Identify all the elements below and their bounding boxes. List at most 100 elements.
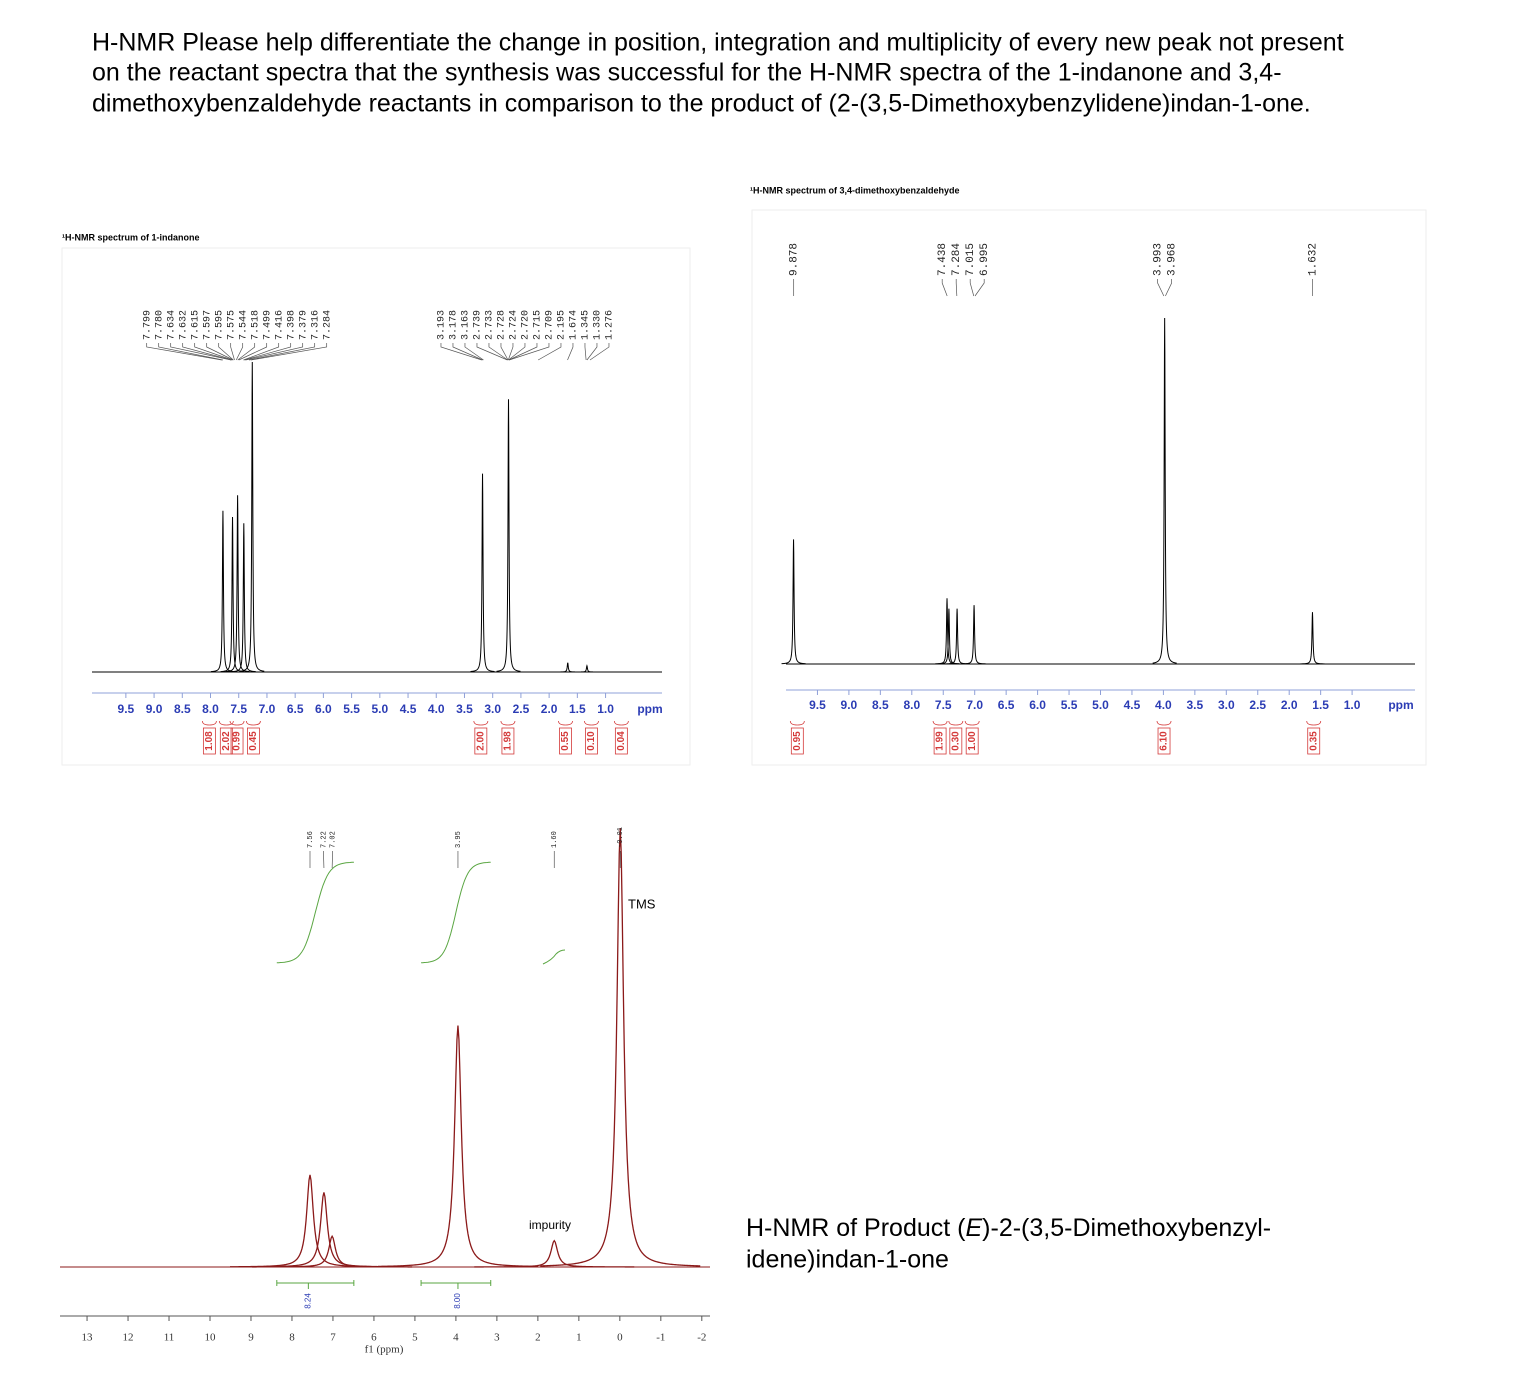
integral-label: 0.10 bbox=[586, 731, 597, 751]
integral-label: 1.99 bbox=[935, 731, 946, 751]
integral-bracket bbox=[1156, 720, 1172, 726]
peak-label: 6.995 bbox=[979, 243, 991, 276]
x-tick-label: 5.0 bbox=[371, 702, 388, 716]
peak-label: 3.163 bbox=[461, 310, 472, 340]
x-tick-label: 2.0 bbox=[1281, 698, 1298, 712]
x-tick-label: 4.0 bbox=[428, 702, 445, 716]
peak-label-connector bbox=[586, 343, 598, 361]
peak-label-connector bbox=[146, 343, 222, 361]
x-tick-label: 8.5 bbox=[872, 698, 889, 712]
annotation: TMS bbox=[628, 896, 656, 911]
integral-curve bbox=[542, 949, 566, 965]
x-tick-label: 1.5 bbox=[569, 702, 586, 716]
peak bbox=[555, 662, 580, 673]
integral-box bbox=[614, 727, 628, 755]
peak-label-connector bbox=[243, 343, 280, 361]
peak-label: 7.438 bbox=[937, 243, 949, 276]
x-tick-label: 7.5 bbox=[935, 698, 952, 712]
peak-label-connector bbox=[1165, 279, 1172, 297]
integral-bracket bbox=[613, 720, 629, 726]
peak bbox=[1300, 612, 1325, 665]
x-tick-label: 5.0 bbox=[1092, 698, 1109, 712]
peak-label-connector bbox=[507, 343, 514, 361]
x-tick-label: 3.5 bbox=[1187, 698, 1204, 712]
peak-label-connector bbox=[476, 343, 508, 361]
annotation: impurity bbox=[529, 1218, 571, 1232]
peak-label: 2.724 bbox=[509, 310, 520, 340]
peak-label-connector bbox=[584, 343, 587, 361]
peak-label: 1.632 bbox=[1307, 243, 1319, 276]
x-tick-label: -2 bbox=[697, 1332, 706, 1344]
peak-label-connector bbox=[464, 343, 484, 361]
peak-label: 7.22 bbox=[320, 831, 328, 848]
peak-label: 1.674 bbox=[569, 310, 580, 340]
integral-box bbox=[219, 727, 233, 755]
x-tick-label: -1 bbox=[656, 1332, 665, 1344]
peak-label-connector bbox=[237, 343, 256, 361]
peak bbox=[781, 539, 806, 665]
integral-label: 1.08 bbox=[204, 731, 215, 751]
caption: H-NMR of Product (E)-2-(3,5-Dimethoxyben… bbox=[746, 1214, 1271, 1242]
x-tick-label: 12 bbox=[123, 1332, 134, 1344]
peak bbox=[377, 1025, 538, 1268]
peak-label: 1.276 bbox=[605, 310, 616, 340]
peak bbox=[962, 605, 987, 665]
peak-label-connector bbox=[589, 343, 610, 361]
peak-label-connector bbox=[238, 343, 268, 361]
peak-label: 7.799 bbox=[142, 310, 153, 340]
peak-label: 7.518 bbox=[250, 310, 261, 340]
x-tick-label: 7 bbox=[330, 1332, 336, 1344]
peak bbox=[470, 473, 495, 673]
x-tick-label: 1.0 bbox=[597, 702, 614, 716]
x-tick-label: 6 bbox=[371, 1332, 377, 1344]
integral-box bbox=[202, 727, 216, 755]
x-tick-label: 1.0 bbox=[1344, 698, 1361, 712]
x-axis-label: ppm bbox=[637, 702, 662, 716]
integral-bracket bbox=[584, 720, 599, 726]
integral-box bbox=[230, 727, 244, 755]
peak-label-connector bbox=[194, 343, 233, 361]
peak-label-connector bbox=[245, 343, 304, 361]
integral-label: 1.00 bbox=[967, 731, 978, 751]
peak-label-connector bbox=[452, 343, 483, 361]
integral-box bbox=[965, 727, 979, 755]
x-tick-label: 2.5 bbox=[513, 702, 530, 716]
x-tick-label: 6.0 bbox=[315, 702, 332, 716]
caption: idene)indan-1-one bbox=[746, 1246, 949, 1274]
peak bbox=[229, 1174, 391, 1268]
peak-label-connector bbox=[158, 343, 224, 361]
integral-bracket bbox=[1306, 720, 1322, 726]
frame bbox=[61, 247, 691, 766]
integral-bracket bbox=[500, 720, 516, 726]
peak-label: 2.739 bbox=[473, 310, 484, 340]
integral-bracket bbox=[964, 720, 980, 726]
peak-label-connector bbox=[974, 279, 985, 297]
peak-label: 7.499 bbox=[262, 310, 273, 340]
peak-label: -0.01 bbox=[617, 827, 625, 848]
peak-label: 7.379 bbox=[298, 310, 309, 340]
peak-label: 1.330 bbox=[593, 310, 604, 340]
chart-title: ¹H-NMR spectrum of 1-indanone bbox=[62, 232, 200, 242]
peak-label: 7.597 bbox=[202, 310, 213, 340]
integral-label: 0.30 bbox=[950, 731, 961, 751]
x-tick-label: 2.0 bbox=[541, 702, 558, 716]
x-axis-label: f1 (ppm) bbox=[365, 1344, 404, 1356]
integral-label: 2.02 bbox=[221, 731, 232, 751]
peak-label: 7.632 bbox=[178, 310, 189, 340]
integral-box bbox=[474, 727, 488, 755]
peak-label-connector bbox=[218, 343, 234, 361]
x-tick-label: 7.0 bbox=[259, 702, 276, 716]
peak-label-connector bbox=[250, 343, 328, 361]
question-line: on the reactant spectra that the synthes… bbox=[92, 59, 1282, 87]
peak-label-connector bbox=[508, 343, 538, 361]
x-tick-label: 7.0 bbox=[966, 698, 983, 712]
integral-label: 8.00 bbox=[453, 1293, 462, 1309]
chart-title: ¹H-NMR spectrum of 3,4-dimethoxybenzalde… bbox=[750, 185, 960, 195]
x-tick-label: 3 bbox=[494, 1332, 500, 1344]
peak-label-connector bbox=[235, 343, 244, 361]
peak-label: 7.02 bbox=[329, 831, 337, 848]
peak bbox=[474, 1239, 635, 1268]
x-tick-label: 5.5 bbox=[343, 702, 360, 716]
x-tick-label: 4.5 bbox=[400, 702, 417, 716]
peak bbox=[243, 1192, 404, 1268]
